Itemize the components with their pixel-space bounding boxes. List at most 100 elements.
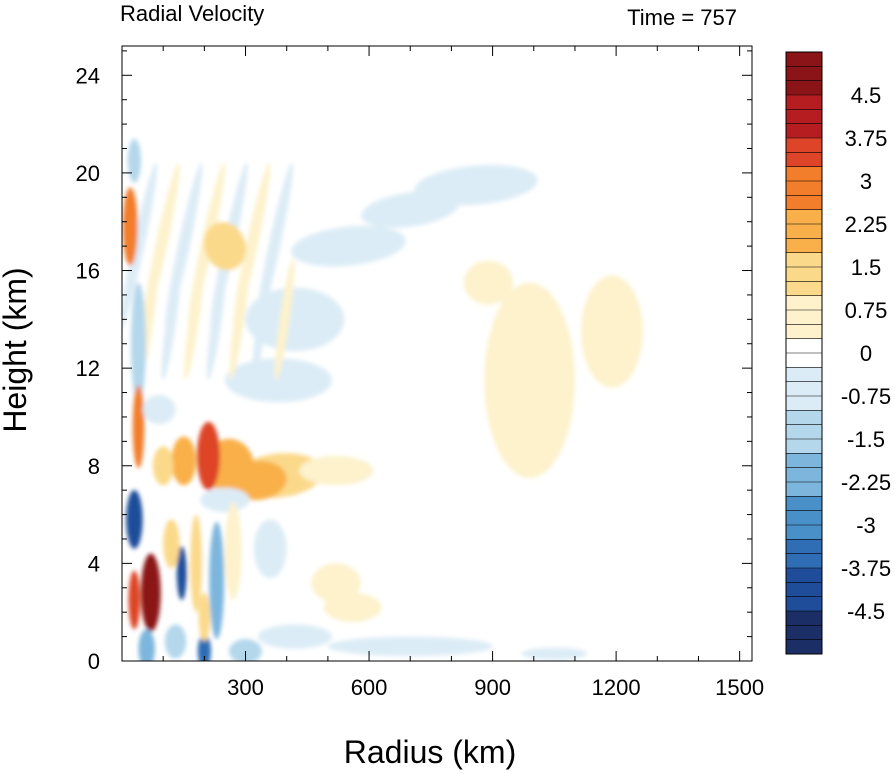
boundary-inflow [138,629,155,661]
colorbar-bin [786,295,822,311]
colorbar-labels: 4.5 3.75 3 2.25 1.5 0.75 0 -0.75 -1.5 -2.25 -3 -3.7… [841,83,891,624]
x-axis-label: Radius (km) [344,734,516,770]
colorbar-bin [786,582,822,597]
colorbar-bin [786,381,822,397]
mid-inflow-column [131,282,146,405]
colorbar-bin [786,95,822,110]
colorbar-tick-label: 3 [860,169,872,194]
colorbar-tick-label: 0 [860,341,872,366]
colorbar-tick-label: -0.75 [841,384,891,409]
mid-outflow-core [132,385,145,469]
colorbar-bin [786,596,822,612]
colorbar-bin [786,525,822,540]
axis-ticks [122,46,752,662]
low-inflow-cell [209,521,225,640]
low-outflow-cell [311,563,361,603]
upper-streak [142,162,180,330]
colorbar-tick-label: -3.75 [841,556,891,581]
plot-frame [121,45,753,662]
y-tick-label: 0 [88,649,100,674]
colorbar-bin [786,123,822,139]
x-tick-label: 1500 [715,675,764,700]
colorbar-tick-label: 2.25 [845,212,888,237]
colorbar-bin [786,252,822,268]
colorbar-bin [786,611,822,626]
boundary-inflow [521,647,588,660]
colorbar-bin [786,410,822,425]
upper-streak [122,162,158,330]
colorbar-bin [786,52,822,67]
colorbar-tick-label: -2.25 [841,470,891,495]
colorbar-bin [786,80,822,96]
y-tick-label: 20 [76,161,100,186]
colorbar-bin [786,482,822,497]
upper-streak [274,258,295,380]
boundary-inflow [164,624,187,659]
colorbar-bin [786,439,822,454]
weak-outflow-region [463,260,514,305]
colorbar-bin [786,209,822,225]
colorbar-bin [786,281,822,296]
low-outflow-cell [198,592,211,642]
colorbar-bin [786,639,822,655]
colorbar: 4.5 3.75 3 2.25 1.5 0.75 0 -0.75 -1.5 -2.25 -3 -3.7… [785,51,891,655]
y-tick-label: 4 [88,551,100,576]
y-tick-label: 8 [88,454,100,479]
colorbar-bin [786,195,822,210]
low-inflow-core [176,546,187,600]
colorbar-bin [786,568,822,583]
mid-inflow-sliver [200,487,250,513]
colorbar-boxes [786,52,822,655]
boundary-inflow [229,639,262,661]
colorbar-frame [785,51,823,655]
y-tick-labels: 0 4 8 12 16 20 24 [76,63,100,674]
colorbar-bin [786,353,822,368]
upper-streak [233,162,271,330]
weak-outflow-region [581,275,643,388]
colorbar-bin [786,625,822,640]
mid-outflow-core [196,421,220,491]
colorbar-bin [786,166,822,182]
colorbar-bin [786,66,822,81]
colorbar-bin [786,338,822,354]
colorbar-bin [786,238,822,253]
upper-outflow-streak [203,222,247,271]
colorbar-bin [786,138,822,153]
colorbar-bin [786,324,822,339]
colorbar-bin [786,539,822,554]
weak-inflow-band [245,287,345,352]
boundary-inflow [257,624,332,649]
colorbar-bin [786,453,822,468]
colorbar-bin [786,496,822,511]
x-tick-label: 300 [227,675,264,700]
chart-subtitle: Time = 757 [627,5,737,30]
low-inflow-cell [253,519,287,579]
colorbar-bin [786,424,822,440]
low-outflow-cell [190,514,202,613]
mid-outflow-layer [171,436,197,486]
colorbar-bin [786,224,822,239]
colorbar-tick-label: 1.5 [851,255,882,280]
colorbar-tick-label: 4.5 [851,83,882,108]
colorbar-bin [786,367,822,382]
colorbar-bin [786,152,822,167]
boundary-inflow [327,636,493,657]
velocity-field [122,138,643,661]
x-tick-label: 1200 [592,675,641,700]
mid-inflow-sliver [142,394,176,425]
x-tick-labels: 300 600 900 1200 1500 [227,675,764,700]
colorbar-bin [786,109,822,124]
y-axis-label: Height (km) [0,267,33,432]
colorbar-bin [786,181,822,196]
x-tick-label: 600 [351,675,388,700]
plot-area [121,45,753,662]
x-tick-label: 900 [474,675,511,700]
colorbar-bin [786,267,822,282]
upper-inflow [127,138,141,183]
low-outflow-core [140,553,161,632]
colorbar-tick-label: 0.75 [845,298,888,323]
colorbar-bin [786,553,822,569]
y-tick-label: 24 [76,63,100,88]
low-outflow-cell [128,570,141,630]
